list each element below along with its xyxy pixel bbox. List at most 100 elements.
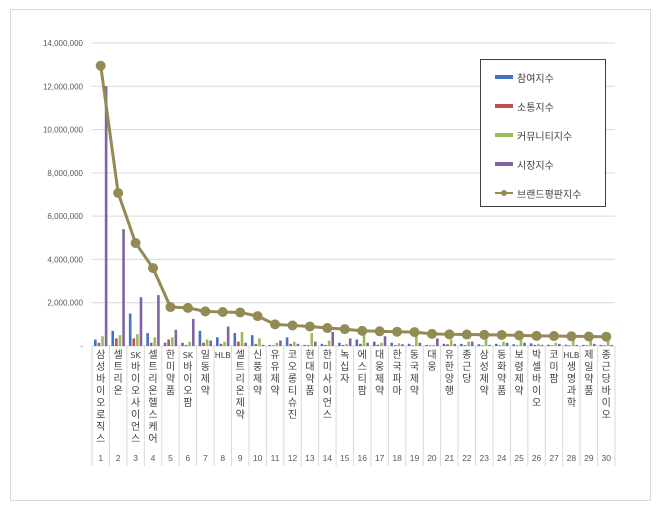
bar-group: [216, 326, 230, 346]
x-category-label: HLB 생 명 과 학: [563, 351, 579, 409]
legend-line-marker-icon: [495, 190, 513, 196]
line-marker: [339, 324, 350, 335]
chart-legend: 참여지수 소통지수 커뮤니티지수 시장지수 브랜드평판지수: [480, 59, 606, 207]
bar: [97, 342, 101, 346]
x-category-number: 24: [497, 453, 507, 463]
line-marker: [548, 331, 559, 342]
x-category-number: 20: [427, 453, 437, 463]
bar: [115, 338, 118, 346]
bar-group: [303, 333, 317, 346]
bar: [564, 344, 568, 346]
legend-swatch-community: [495, 133, 513, 137]
bar: [341, 344, 345, 346]
bar-group: [599, 338, 613, 346]
line-marker: [392, 326, 403, 337]
x-category-number: 30: [602, 453, 612, 463]
bar: [223, 341, 226, 346]
bar: [502, 341, 505, 346]
bar: [477, 344, 481, 346]
bar: [237, 341, 240, 346]
bar: [366, 342, 369, 346]
bar: [279, 340, 282, 346]
bar: [250, 335, 254, 346]
bar: [390, 342, 393, 346]
bar: [198, 330, 202, 346]
bar: [306, 345, 310, 346]
line-marker: [200, 306, 211, 317]
bar-group: [181, 318, 195, 346]
bar-group: [338, 338, 352, 346]
x-category-number: 22: [462, 453, 472, 463]
x-category-number: 1: [98, 453, 103, 463]
x-category-number: 8: [220, 453, 225, 463]
bar: [463, 345, 467, 346]
bar: [254, 343, 258, 346]
bar: [181, 342, 184, 346]
x-category-number: 18: [392, 453, 402, 463]
bar-group: [320, 331, 335, 346]
bar: [505, 342, 509, 346]
bar: [348, 338, 352, 346]
line-marker: [95, 60, 106, 71]
bar-group: [163, 329, 178, 346]
bar: [467, 341, 470, 346]
bar-group: [372, 336, 387, 346]
bar: [128, 313, 132, 346]
bar: [167, 339, 170, 346]
bar: [149, 342, 153, 346]
bar: [258, 338, 261, 346]
bar: [460, 343, 463, 346]
legend-label: 시장지수: [517, 160, 554, 172]
line-marker: [601, 331, 612, 342]
x-category-number: 16: [357, 453, 367, 463]
line-marker: [409, 327, 420, 338]
x-category-number: 21: [445, 453, 455, 463]
bar: [603, 345, 606, 346]
x-category-number: 10: [253, 453, 263, 463]
bar: [111, 330, 115, 346]
x-category-label: HLB: [215, 351, 231, 360]
legend-swatch-market: [495, 162, 513, 166]
legend-label: 커뮤니티지수: [517, 131, 573, 143]
bar-group: [477, 338, 491, 346]
bar: [362, 333, 366, 346]
line-marker: [182, 302, 193, 313]
bar: [355, 339, 359, 346]
bar: [397, 343, 401, 346]
line-marker: [148, 263, 159, 274]
bar-group: [442, 339, 457, 346]
bar: [153, 337, 157, 346]
bar-group: [268, 340, 282, 346]
bar-group: [128, 297, 143, 346]
bar: [575, 344, 579, 346]
bar: [338, 342, 341, 346]
bar: [240, 331, 244, 346]
x-category-number: 19: [410, 453, 420, 463]
bar: [268, 344, 271, 346]
y-tick-label: 2,000,000: [47, 299, 83, 308]
x-category-number: 17: [375, 453, 385, 463]
line-marker: [252, 311, 263, 322]
bar: [188, 341, 191, 346]
line-marker: [496, 329, 507, 340]
x-category-number: 5: [168, 453, 173, 463]
bar-group: [425, 338, 439, 346]
line-marker: [322, 323, 333, 334]
bar-group: [285, 337, 300, 346]
x-category-number: 26: [532, 453, 542, 463]
bar: [488, 344, 491, 346]
bar-group: [94, 86, 108, 347]
line-marker: [130, 237, 141, 248]
bar: [512, 344, 516, 346]
y-tick-label: 4,000,000: [47, 255, 83, 264]
bar: [205, 339, 209, 346]
bar: [285, 337, 289, 346]
bar: [303, 344, 306, 346]
x-category-number: 15: [340, 453, 350, 463]
